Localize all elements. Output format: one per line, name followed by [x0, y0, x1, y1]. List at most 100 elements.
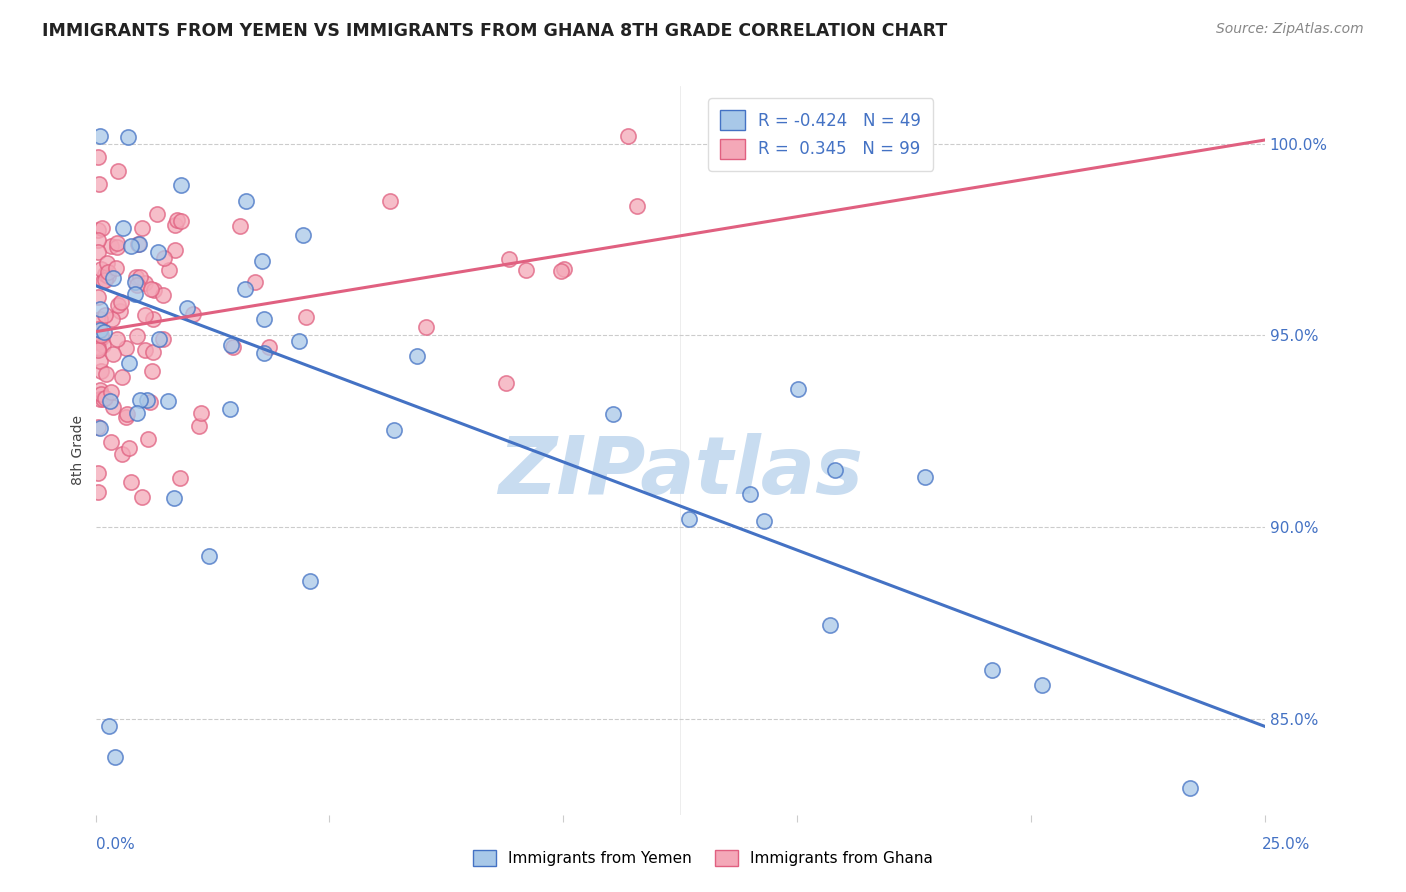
- Point: [152, 288, 174, 302]
- Point: [125, 277, 148, 292]
- Point: [141, 364, 163, 378]
- Point: [162, 491, 184, 505]
- Y-axis label: 8th Grade: 8th Grade: [72, 416, 86, 485]
- Point: [89, 178, 111, 192]
- Point: [163, 244, 186, 258]
- Point: [107, 164, 129, 178]
- Point: [146, 207, 169, 221]
- Point: [93, 338, 115, 352]
- Point: [89, 323, 111, 337]
- Point: [914, 470, 936, 484]
- Point: [131, 490, 153, 504]
- Point: [105, 240, 128, 254]
- Point: [90, 387, 112, 401]
- Point: [139, 282, 162, 296]
- Point: [134, 309, 156, 323]
- Point: [90, 331, 112, 345]
- Point: [131, 221, 153, 235]
- Point: [176, 301, 198, 315]
- Point: [101, 347, 124, 361]
- Point: [1180, 780, 1202, 795]
- Point: [89, 392, 111, 407]
- Point: [111, 220, 134, 235]
- Point: [87, 222, 110, 236]
- Point: [553, 262, 575, 277]
- Point: [111, 447, 134, 461]
- Point: [91, 392, 114, 407]
- Point: [87, 289, 110, 303]
- Point: [292, 227, 315, 242]
- Point: [117, 130, 139, 145]
- Point: [128, 237, 150, 252]
- Point: [243, 275, 266, 289]
- Point: [87, 150, 110, 164]
- Point: [298, 574, 321, 588]
- Point: [129, 270, 152, 285]
- Point: [118, 441, 141, 455]
- Text: ZIPatlas: ZIPatlas: [498, 434, 863, 511]
- Point: [118, 356, 141, 370]
- Point: [495, 376, 517, 390]
- Point: [105, 235, 128, 250]
- Point: [740, 487, 762, 501]
- Point: [602, 407, 624, 421]
- Point: [818, 617, 841, 632]
- Point: [166, 212, 188, 227]
- Point: [136, 432, 159, 446]
- Point: [253, 346, 276, 360]
- Point: [181, 307, 204, 321]
- Point: [110, 295, 132, 310]
- Point: [96, 367, 118, 381]
- Point: [156, 393, 179, 408]
- Point: [98, 393, 121, 408]
- Point: [87, 343, 110, 358]
- Text: 0.0%: 0.0%: [96, 838, 135, 852]
- Point: [89, 354, 111, 368]
- Point: [89, 301, 111, 316]
- Point: [111, 370, 134, 384]
- Point: [382, 423, 405, 437]
- Point: [94, 391, 117, 405]
- Point: [235, 194, 257, 209]
- Point: [124, 287, 146, 301]
- Point: [90, 262, 112, 277]
- Point: [498, 252, 520, 266]
- Point: [380, 194, 402, 208]
- Point: [115, 409, 138, 424]
- Point: [981, 663, 1004, 677]
- Point: [89, 421, 111, 435]
- Point: [190, 406, 212, 420]
- Point: [101, 400, 124, 414]
- Point: [134, 343, 156, 358]
- Point: [626, 199, 648, 213]
- Point: [1031, 678, 1053, 692]
- Point: [129, 392, 152, 407]
- Point: [93, 325, 115, 339]
- Point: [100, 239, 122, 253]
- Legend: Immigrants from Yemen, Immigrants from Ghana: Immigrants from Yemen, Immigrants from G…: [465, 842, 941, 873]
- Point: [127, 237, 149, 252]
- Point: [89, 129, 111, 144]
- Point: [90, 220, 112, 235]
- Point: [219, 401, 242, 416]
- Point: [824, 463, 846, 477]
- Point: [124, 275, 146, 289]
- Point: [91, 274, 114, 288]
- Point: [294, 310, 316, 324]
- Point: [120, 475, 142, 489]
- Point: [188, 419, 211, 434]
- Point: [125, 329, 148, 343]
- Point: [87, 420, 110, 434]
- Point: [90, 327, 112, 342]
- Point: [153, 252, 176, 266]
- Point: [87, 233, 110, 247]
- Point: [87, 485, 110, 500]
- Point: [87, 322, 110, 336]
- Point: [87, 341, 110, 355]
- Point: [97, 268, 120, 283]
- Point: [170, 214, 193, 228]
- Point: [87, 466, 110, 480]
- Point: [100, 384, 122, 399]
- Point: [98, 719, 121, 733]
- Point: [105, 260, 128, 275]
